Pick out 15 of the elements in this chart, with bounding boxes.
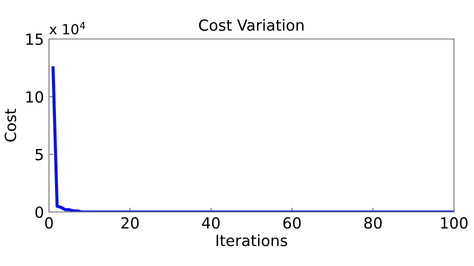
x-tick-label: 60 xyxy=(283,217,301,229)
y-tick-label: 5 xyxy=(36,149,43,160)
x-tick-label: 40 xyxy=(202,217,220,229)
chart-title: Cost Variation xyxy=(199,19,304,31)
x-tick-label: 100 xyxy=(441,217,468,229)
line-series xyxy=(52,66,454,212)
x-axis-title: Iterations xyxy=(216,234,288,246)
y-tick-label: 10 xyxy=(26,91,44,103)
x-tick-label: 80 xyxy=(364,217,382,229)
y-axis-title: Cost xyxy=(4,108,16,142)
x-tick-label: 0 xyxy=(45,217,53,229)
y-tick-label: 0 xyxy=(35,206,44,218)
x-tick-label: 20 xyxy=(121,217,139,229)
text: x 10$^{4}$ xyxy=(49,22,86,34)
y-tick-label: 15 xyxy=(26,34,43,46)
